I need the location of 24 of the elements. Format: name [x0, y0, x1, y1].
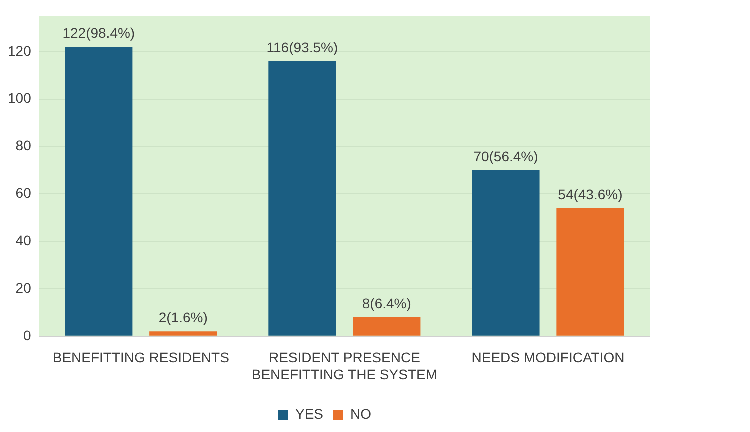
bar: [65, 47, 133, 336]
x-tick-label: NEEDS MODIFICATION: [472, 350, 625, 366]
bar: [556, 208, 624, 336]
y-tick-label: 0: [24, 327, 32, 344]
y-tick-label: 60: [16, 185, 32, 202]
data-label: 70(56.4%): [474, 148, 538, 164]
data-label: 122(98.4%): [62, 25, 136, 42]
legend-label: YES: [295, 406, 324, 422]
x-tick-label: RESIDENT PRESENCE BENEFITTING THE SYSTEM: [252, 350, 438, 382]
data-label: 8(6.4%): [362, 295, 412, 312]
legend-label: NO: [350, 406, 372, 422]
bar: [268, 61, 336, 336]
y-tick-label: 80: [16, 138, 32, 154]
y-tick-label: 40: [16, 232, 32, 248]
y-tick-label: 120: [8, 42, 32, 59]
bar: [472, 170, 540, 336]
bar: [353, 317, 421, 336]
data-label: 116(93.5%): [266, 39, 338, 56]
x-tick-label: BENEFITTING RESIDENTS: [52, 350, 230, 366]
data-label: 2(1.6%): [158, 310, 208, 326]
y-tick-label: 20: [16, 280, 32, 296]
data-label: 54(43.6%): [558, 186, 623, 202]
bar: [150, 332, 218, 336]
y-tick-label: 100: [8, 90, 32, 106]
